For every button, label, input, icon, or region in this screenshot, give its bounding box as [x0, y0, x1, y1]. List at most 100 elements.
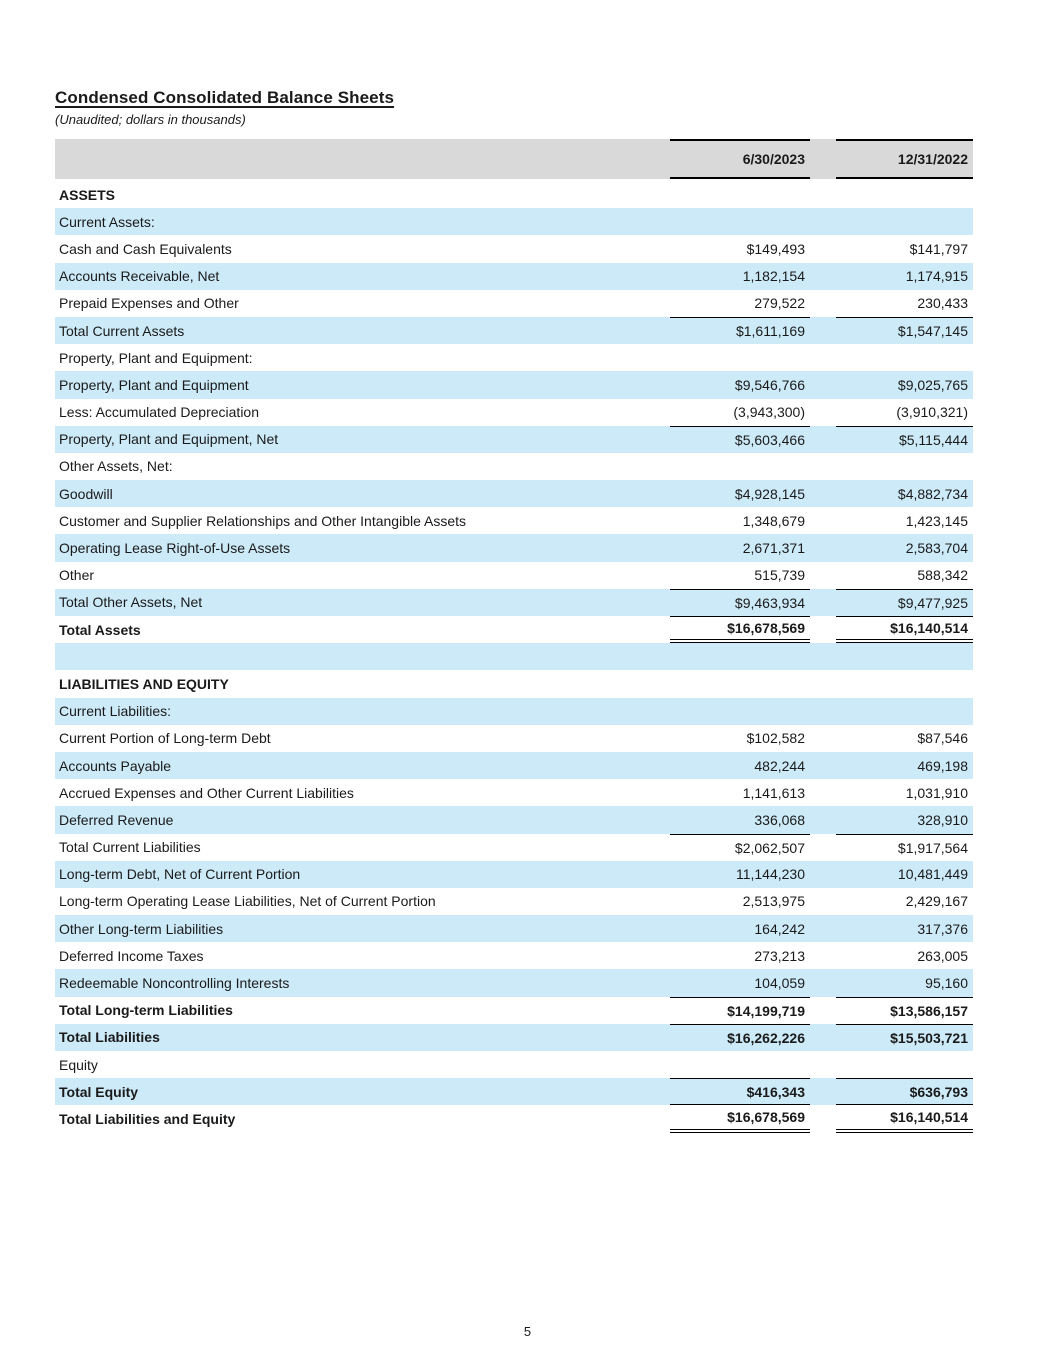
value-6-30-2023: $9,463,934	[670, 588, 810, 616]
column-gap	[810, 779, 836, 806]
value-12-31-2022: 1,174,915	[905, 268, 968, 285]
row-label: Operating Lease Right-of-Use Assets	[59, 540, 291, 557]
value-6-30-2023: 2,671,371	[742, 540, 805, 557]
value-6-30-2023: $4,928,145	[734, 485, 805, 502]
row-label: Property, Plant and Equipment, Net	[59, 431, 279, 448]
column-gap	[810, 1105, 836, 1132]
value-12-31-2022: 1,031,910	[905, 784, 968, 801]
value-6-30-2023: $2,062,507	[670, 833, 810, 861]
column-gap	[810, 480, 836, 507]
row-label: Total Current Liabilities	[59, 839, 201, 856]
value-12-31-2022: 263,005	[917, 947, 968, 964]
value-6-30-2023: 11,144,230	[735, 866, 805, 883]
value-6-30-2023: $416,343	[670, 1078, 810, 1106]
value-6-30-2023: $102,582	[746, 730, 805, 747]
value-6-30-2023: $16,678,569	[670, 1105, 810, 1133]
value-6-30-2023: 104,059	[754, 975, 805, 992]
table-row: Property, Plant and Equipment, Net $5,603…	[55, 425, 973, 453]
value-12-31-2022: $87,546	[917, 730, 968, 747]
value-12-31-2022: $141,797	[909, 240, 968, 257]
table-row: Other Long-term Liabilities 164,242 317,37…	[55, 915, 973, 943]
column-gap	[810, 806, 836, 833]
table-row: Customer and Supplier Relationships and …	[55, 507, 973, 534]
value-12-31-2022: $5,115,444	[836, 425, 973, 453]
value-6-30-2023	[670, 181, 810, 208]
table-row: Total Long-term Liabilities $14,199,719 $1…	[55, 996, 973, 1024]
value-12-31-2022: 95,160	[925, 975, 968, 992]
value-6-30-2023: 336,068	[754, 811, 805, 828]
value-12-31-2022	[836, 344, 973, 371]
value-12-31-2022: $9,477,925	[836, 588, 973, 616]
page-subtitle: (Unaudited; dollars in thousands)	[55, 112, 246, 127]
value-12-31-2022: 1,423,145	[905, 512, 968, 529]
value-6-30-2023: 515,739	[754, 567, 805, 584]
row-label: ASSETS	[59, 186, 116, 203]
value-12-31-2022: $4,882,734	[897, 485, 968, 502]
value-12-31-2022	[836, 1051, 973, 1078]
column-gap	[810, 997, 836, 1024]
table-row: Long-term Operating Lease Liabilities, N…	[55, 888, 973, 915]
column-gap	[810, 915, 836, 942]
header-label-spacer	[55, 139, 670, 179]
column-gap	[810, 426, 836, 453]
table-row: Current Liabilities:	[55, 697, 973, 725]
value-12-31-2022	[836, 181, 973, 208]
table-row: ASSETS	[55, 181, 973, 208]
value-12-31-2022	[836, 208, 973, 235]
value-6-30-2023: 1,141,613	[742, 784, 805, 801]
table-row: Property, Plant and Equipment $9,546,766 $…	[55, 371, 973, 399]
value-6-30-2023: $1,611,169	[670, 316, 810, 344]
column-gap	[810, 208, 836, 235]
value-6-30-2023: 2,513,975	[742, 893, 805, 910]
row-label: Other	[59, 567, 95, 584]
table-row: Total Equity $416,343 $636,793	[55, 1078, 973, 1106]
table-row	[55, 643, 973, 671]
row-label: Other Long-term Liabilities	[59, 920, 224, 937]
table-row: Cash and Cash Equivalents $149,493 $141,79…	[55, 235, 973, 262]
value-12-31-2022: $1,917,564	[836, 833, 973, 861]
row-label: Current Liabilities:	[59, 703, 172, 720]
value-12-31-2022: 317,376	[917, 920, 968, 937]
row-label: Goodwill	[59, 485, 113, 502]
table-row: Current Portion of Long-term Debt $102,58…	[55, 725, 973, 752]
value-12-31-2022: 230,433	[917, 295, 968, 312]
row-label: Current Assets:	[59, 213, 155, 230]
table-row: Deferred Revenue 336,068 328,910	[55, 806, 973, 834]
row-label: Total Other Assets, Net	[59, 594, 203, 611]
column-gap	[810, 290, 836, 317]
page-title: Condensed Consolidated Balance Sheets	[55, 88, 395, 107]
row-label	[55, 643, 670, 670]
value-6-30-2023: $9,546,766	[734, 376, 805, 393]
table-row: Operating Lease Right-of-Use Assets 2,671…	[55, 534, 973, 562]
value-6-30-2023: 1,348,679	[742, 512, 805, 529]
value-6-30-2023: 482,244	[754, 757, 805, 774]
value-6-30-2023	[670, 1051, 810, 1078]
column-header-date-2: 12/31/2022	[836, 139, 973, 179]
value-12-31-2022: 2,429,167	[905, 893, 968, 910]
value-6-30-2023	[670, 670, 810, 697]
value-6-30-2023	[670, 208, 810, 235]
row-label: Equity	[59, 1056, 98, 1073]
value-6-30-2023: $149,493	[746, 240, 805, 257]
table-row: Accounts Receivable, Net 1,182,154 1,174,9…	[55, 262, 973, 290]
table-row: Total Assets $16,678,569 $16,140,514	[55, 616, 973, 644]
column-gap	[810, 1024, 836, 1051]
table-row: Other 515,739 588,342	[55, 562, 973, 589]
table-row: Prepaid Expenses and Other 279,522 230,433	[55, 290, 973, 317]
row-label: Property, Plant and Equipment:	[59, 349, 253, 366]
value-12-31-2022: 588,342	[917, 567, 968, 584]
value-12-31-2022: $16,140,514	[836, 1105, 973, 1133]
row-label: Deferred Income Taxes	[59, 947, 204, 964]
value-6-30-2023	[670, 643, 810, 670]
row-label: Accounts Payable	[59, 757, 172, 774]
table-row: Total Current Liabilities $2,062,507 $1,91…	[55, 833, 973, 861]
column-gap	[810, 752, 836, 779]
value-6-30-2023	[670, 453, 810, 480]
value-6-30-2023: 164,242	[754, 920, 805, 937]
table-row: Equity	[55, 1051, 973, 1078]
column-gap	[810, 643, 836, 670]
value-12-31-2022: 469,198	[917, 757, 968, 774]
value-12-31-2022: $636,793	[836, 1078, 973, 1106]
column-gap	[810, 562, 836, 589]
table-row: LIABILITIES AND EQUITY	[55, 670, 973, 697]
